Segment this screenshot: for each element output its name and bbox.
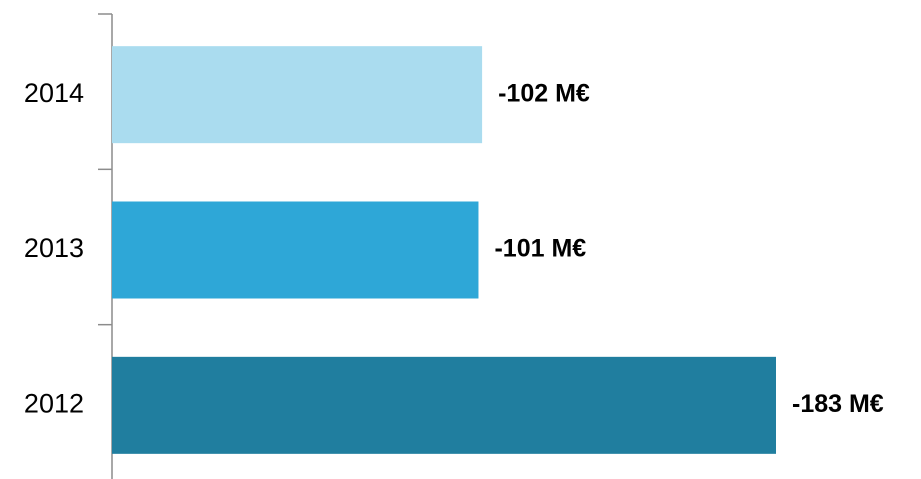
category-label-2012: 2012 [24, 388, 84, 418]
data-label-2012: -183 M€ [792, 390, 884, 418]
bars [112, 46, 776, 454]
labels: 2014 -102 M€ 2013 -101 M€ 2012 -183 M€ [24, 78, 884, 419]
category-label-2013: 2013 [24, 233, 84, 263]
data-label-2014: -102 M€ [498, 79, 590, 107]
category-axis [98, 13, 113, 479]
bar-2013 [112, 201, 479, 299]
data-label-2013: -101 M€ [494, 235, 586, 263]
category-label-2014: 2014 [24, 78, 84, 108]
bar-2012 [112, 356, 776, 454]
bar-2014 [112, 46, 483, 144]
